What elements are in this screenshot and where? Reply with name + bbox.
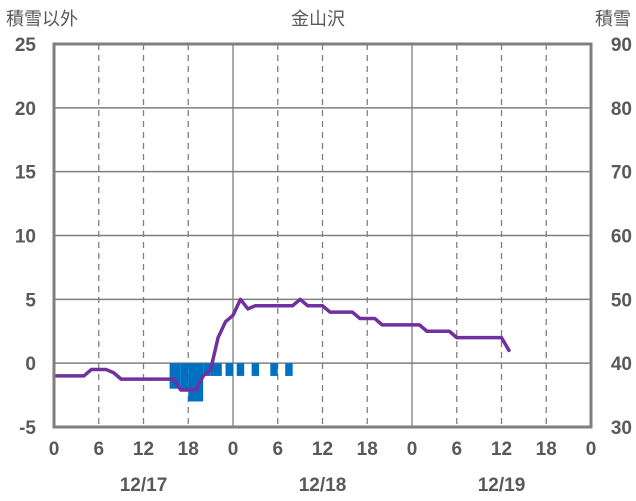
bar (270, 363, 278, 376)
x-tick-label: 18 (178, 439, 199, 460)
right-axis-ticks: 30 40 50 60 70 80 90 (611, 35, 632, 439)
left-tick-label: 20 (15, 99, 36, 120)
plot-frame (52, 42, 593, 429)
right-tick-label: 50 (611, 290, 632, 311)
left-tick-label: -5 (19, 418, 36, 439)
bar (236, 363, 245, 376)
date-label: 12/17 (120, 475, 168, 496)
left-tick-label: 25 (15, 35, 37, 56)
x-axis-ticks: 0 6 12 18 0 6 12 18 0 6 12 18 0 (49, 439, 597, 460)
right-tick-label: 40 (611, 354, 632, 375)
snow-depth-layer (52, 297, 511, 392)
x-tick-label: 0 (49, 439, 60, 460)
x-tick-label: 12 (133, 439, 154, 460)
bar (180, 363, 189, 389)
right-tick-label: 60 (611, 227, 632, 248)
bars-group (169, 363, 293, 402)
bar (225, 363, 233, 376)
x-tick-label: 6 (93, 439, 104, 460)
left-axis-ticks: -5 0 5 10 15 20 25 (15, 35, 37, 439)
date-label: 12/19 (478, 475, 526, 496)
date-labels: 12/17 12/18 12/19 (120, 475, 526, 496)
date-label: 12/18 (299, 475, 347, 496)
bar (188, 363, 204, 402)
x-tick-label: 0 (407, 439, 418, 460)
left-axis-title: 積雪以外 (6, 9, 78, 30)
chart-title: 金山沢 (291, 9, 345, 30)
right-tick-label: 30 (611, 418, 632, 439)
right-tick-label: 80 (611, 99, 632, 120)
bar (169, 363, 181, 389)
x-tick-label: 0 (586, 439, 597, 460)
gridlines (54, 44, 591, 427)
right-tick-label: 70 (611, 163, 632, 184)
snow-depth-line (52, 297, 511, 392)
x-tick-label: 6 (272, 439, 283, 460)
plot-border (52, 42, 593, 429)
x-tick-label: 6 (451, 439, 462, 460)
right-tick-label: 90 (611, 35, 632, 56)
x-tick-label: 12 (491, 439, 512, 460)
bar (285, 363, 293, 376)
bar (251, 363, 260, 376)
bar (203, 363, 211, 376)
left-tick-label: 5 (25, 290, 36, 311)
left-tick-label: 15 (15, 163, 37, 184)
x-tick-label: 18 (536, 439, 557, 460)
left-tick-label: 10 (15, 227, 36, 248)
x-tick-label: 0 (228, 439, 239, 460)
right-axis-title: 積雪 (595, 9, 631, 30)
bar (210, 363, 222, 376)
x-tick-label: 12 (312, 439, 333, 460)
left-tick-label: 0 (25, 354, 36, 375)
x-tick-label: 18 (357, 439, 378, 460)
